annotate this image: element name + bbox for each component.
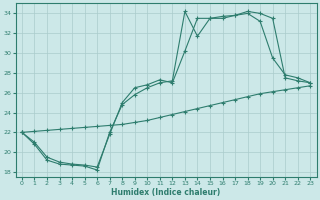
- X-axis label: Humidex (Indice chaleur): Humidex (Indice chaleur): [111, 188, 221, 197]
